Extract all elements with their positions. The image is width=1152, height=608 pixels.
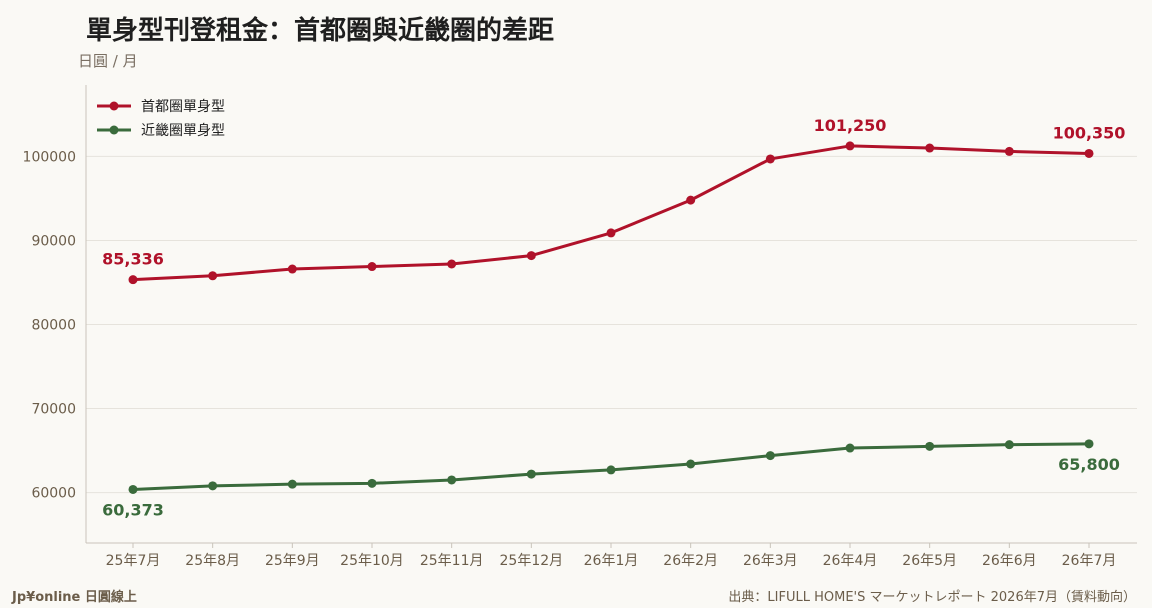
legend-label: 近畿圈單身型	[141, 123, 225, 139]
y-tick-label: 80000	[31, 318, 76, 334]
data-point	[447, 475, 457, 485]
data-point	[1084, 148, 1094, 158]
x-tick-label: 25年7月	[106, 553, 161, 569]
data-label: 60,373	[102, 500, 164, 519]
data-label: 65,800	[1058, 455, 1120, 474]
x-tick-label: 26年5月	[902, 553, 957, 569]
legend-swatch-marker	[109, 125, 119, 135]
data-point	[925, 143, 935, 153]
data-point	[925, 441, 935, 451]
x-tick-label: 26年2月	[663, 553, 718, 569]
brand-label: Jp¥online 日圓線上	[12, 590, 137, 605]
data-point	[1084, 439, 1094, 449]
data-point	[1004, 440, 1014, 450]
data-point	[765, 154, 775, 164]
data-point	[128, 484, 138, 494]
data-point	[606, 465, 616, 475]
data-point	[845, 141, 855, 151]
x-tick-label: 26年1月	[584, 553, 639, 569]
data-label: 85,336	[102, 250, 164, 269]
data-point	[287, 479, 297, 489]
unit-label: 日圓 / 月	[78, 52, 138, 70]
legend-label: 首都圈單身型	[141, 99, 225, 115]
source-note: 出典：LIFULL HOME'S マーケットレポート 2026年7月（賃料動向）	[728, 590, 1136, 605]
x-tick-label: 26年4月	[823, 553, 878, 569]
x-tick-label: 25年12月	[500, 553, 564, 569]
data-point	[526, 251, 536, 261]
data-point	[447, 259, 457, 269]
x-tick-label: 26年6月	[982, 553, 1037, 569]
data-point	[367, 478, 377, 488]
data-point	[686, 459, 696, 469]
data-point	[208, 481, 218, 491]
legend-swatch-marker	[109, 101, 119, 111]
data-point	[367, 262, 377, 272]
y-tick-label: 90000	[31, 233, 76, 249]
data-point	[606, 228, 616, 238]
data-point	[287, 264, 297, 274]
data-label: 101,250	[814, 116, 887, 135]
series-line	[132, 144, 1090, 282]
y-tick-label: 100000	[23, 149, 76, 165]
data-point	[765, 451, 775, 461]
x-tick-label: 26年3月	[743, 553, 798, 569]
x-tick-label: 25年10月	[340, 553, 404, 569]
data-point	[845, 443, 855, 453]
x-tick-label: 25年11月	[420, 553, 484, 569]
x-tick-label: 26年7月	[1062, 553, 1117, 569]
y-tick-label: 60000	[31, 486, 76, 502]
x-tick-label: 25年9月	[265, 553, 320, 569]
data-point	[1004, 146, 1014, 156]
y-tick-label: 70000	[31, 402, 76, 418]
data-point	[686, 195, 696, 205]
x-tick-label: 25年8月	[185, 553, 240, 569]
data-point	[208, 271, 218, 281]
data-point	[128, 275, 138, 285]
data-point	[526, 469, 536, 479]
chart-title: 單身型刊登租金：首都圈與近畿圈的差距	[86, 16, 555, 46]
data-label: 100,350	[1053, 123, 1126, 142]
